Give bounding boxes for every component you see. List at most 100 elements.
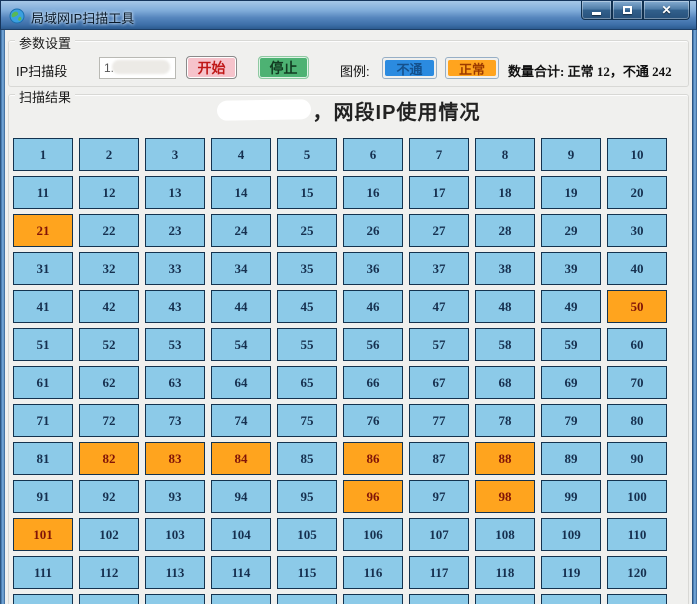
ip-cell[interactable]: 87 bbox=[409, 442, 469, 475]
ip-range-input[interactable] bbox=[99, 57, 176, 79]
ip-cell-partial[interactable] bbox=[211, 594, 271, 604]
ip-cell[interactable]: 26 bbox=[343, 214, 403, 247]
ip-cell[interactable]: 67 bbox=[409, 366, 469, 399]
ip-cell[interactable]: 76 bbox=[343, 404, 403, 437]
ip-cell[interactable]: 104 bbox=[211, 518, 271, 551]
ip-cell[interactable]: 32 bbox=[79, 252, 139, 285]
ip-cell[interactable]: 73 bbox=[145, 404, 205, 437]
ip-cell[interactable]: 72 bbox=[79, 404, 139, 437]
ip-cell[interactable]: 116 bbox=[343, 556, 403, 589]
ip-cell[interactable]: 83 bbox=[145, 442, 205, 475]
legend-unreachable-button[interactable]: 不通 bbox=[382, 57, 437, 79]
titlebar[interactable]: 局域网IP扫描工具 ✕ bbox=[0, 0, 697, 30]
ip-cell[interactable]: 84 bbox=[211, 442, 271, 475]
ip-cell[interactable]: 37 bbox=[409, 252, 469, 285]
ip-cell[interactable]: 20 bbox=[607, 176, 667, 209]
ip-cell[interactable]: 30 bbox=[607, 214, 667, 247]
ip-cell[interactable]: 114 bbox=[211, 556, 271, 589]
ip-cell[interactable]: 80 bbox=[607, 404, 667, 437]
legend-normal-button[interactable]: 正常 bbox=[445, 57, 499, 79]
ip-cell-partial[interactable] bbox=[409, 594, 469, 604]
ip-cell[interactable]: 7 bbox=[409, 138, 469, 171]
ip-cell[interactable]: 96 bbox=[343, 480, 403, 513]
ip-cell-partial[interactable] bbox=[145, 594, 205, 604]
ip-cell[interactable]: 54 bbox=[211, 328, 271, 361]
ip-cell[interactable]: 113 bbox=[145, 556, 205, 589]
ip-cell[interactable]: 85 bbox=[277, 442, 337, 475]
ip-cell[interactable]: 36 bbox=[343, 252, 403, 285]
ip-cell[interactable]: 74 bbox=[211, 404, 271, 437]
ip-cell[interactable]: 38 bbox=[475, 252, 535, 285]
ip-cell[interactable]: 95 bbox=[277, 480, 337, 513]
ip-cell[interactable]: 31 bbox=[13, 252, 73, 285]
ip-cell[interactable]: 42 bbox=[79, 290, 139, 323]
ip-cell[interactable]: 102 bbox=[79, 518, 139, 551]
ip-cell[interactable]: 57 bbox=[409, 328, 469, 361]
ip-cell[interactable]: 77 bbox=[409, 404, 469, 437]
ip-cell[interactable]: 70 bbox=[607, 366, 667, 399]
ip-cell[interactable]: 69 bbox=[541, 366, 601, 399]
ip-cell-partial[interactable] bbox=[79, 594, 139, 604]
ip-cell[interactable]: 24 bbox=[211, 214, 271, 247]
ip-cell[interactable]: 60 bbox=[607, 328, 667, 361]
ip-cell[interactable]: 120 bbox=[607, 556, 667, 589]
ip-cell[interactable]: 105 bbox=[277, 518, 337, 551]
ip-cell[interactable]: 117 bbox=[409, 556, 469, 589]
ip-cell[interactable]: 41 bbox=[13, 290, 73, 323]
ip-cell[interactable]: 118 bbox=[475, 556, 535, 589]
ip-cell[interactable]: 10 bbox=[607, 138, 667, 171]
ip-cell[interactable]: 97 bbox=[409, 480, 469, 513]
ip-cell[interactable]: 65 bbox=[277, 366, 337, 399]
ip-cell[interactable]: 86 bbox=[343, 442, 403, 475]
maximize-button[interactable] bbox=[612, 1, 643, 20]
ip-cell[interactable]: 109 bbox=[541, 518, 601, 551]
ip-cell[interactable]: 34 bbox=[211, 252, 271, 285]
ip-cell[interactable]: 81 bbox=[13, 442, 73, 475]
ip-cell[interactable]: 39 bbox=[541, 252, 601, 285]
ip-cell[interactable]: 14 bbox=[211, 176, 271, 209]
ip-cell-partial[interactable] bbox=[277, 594, 337, 604]
ip-cell[interactable]: 56 bbox=[343, 328, 403, 361]
ip-cell[interactable]: 89 bbox=[541, 442, 601, 475]
ip-cell-partial[interactable] bbox=[541, 594, 601, 604]
ip-cell[interactable]: 46 bbox=[343, 290, 403, 323]
ip-cell[interactable]: 16 bbox=[343, 176, 403, 209]
ip-cell[interactable]: 45 bbox=[277, 290, 337, 323]
ip-cell[interactable]: 53 bbox=[145, 328, 205, 361]
ip-cell[interactable]: 61 bbox=[13, 366, 73, 399]
ip-cell[interactable]: 22 bbox=[79, 214, 139, 247]
ip-cell[interactable]: 71 bbox=[13, 404, 73, 437]
ip-cell[interactable]: 47 bbox=[409, 290, 469, 323]
ip-cell[interactable]: 106 bbox=[343, 518, 403, 551]
ip-cell[interactable]: 62 bbox=[79, 366, 139, 399]
ip-cell[interactable]: 52 bbox=[79, 328, 139, 361]
ip-cell[interactable]: 63 bbox=[145, 366, 205, 399]
ip-cell[interactable]: 51 bbox=[13, 328, 73, 361]
ip-cell[interactable]: 44 bbox=[211, 290, 271, 323]
ip-cell[interactable]: 90 bbox=[607, 442, 667, 475]
ip-cell[interactable]: 33 bbox=[145, 252, 205, 285]
ip-cell[interactable]: 23 bbox=[145, 214, 205, 247]
ip-cell[interactable]: 50 bbox=[607, 290, 667, 323]
ip-cell[interactable]: 115 bbox=[277, 556, 337, 589]
ip-cell[interactable]: 13 bbox=[145, 176, 205, 209]
ip-cell[interactable]: 1 bbox=[13, 138, 73, 171]
ip-cell[interactable]: 98 bbox=[475, 480, 535, 513]
ip-cell[interactable]: 11 bbox=[13, 176, 73, 209]
ip-cell[interactable]: 58 bbox=[475, 328, 535, 361]
ip-cell[interactable]: 3 bbox=[145, 138, 205, 171]
ip-cell[interactable]: 75 bbox=[277, 404, 337, 437]
ip-cell[interactable]: 40 bbox=[607, 252, 667, 285]
ip-cell[interactable]: 111 bbox=[13, 556, 73, 589]
ip-cell[interactable]: 6 bbox=[343, 138, 403, 171]
start-button[interactable]: 开始 bbox=[186, 56, 237, 79]
ip-cell[interactable]: 59 bbox=[541, 328, 601, 361]
ip-cell[interactable]: 19 bbox=[541, 176, 601, 209]
ip-cell[interactable]: 18 bbox=[475, 176, 535, 209]
ip-cell[interactable]: 48 bbox=[475, 290, 535, 323]
ip-cell[interactable]: 4 bbox=[211, 138, 271, 171]
ip-cell[interactable]: 119 bbox=[541, 556, 601, 589]
ip-cell[interactable]: 91 bbox=[13, 480, 73, 513]
ip-cell[interactable]: 25 bbox=[277, 214, 337, 247]
close-button[interactable]: ✕ bbox=[643, 1, 690, 20]
